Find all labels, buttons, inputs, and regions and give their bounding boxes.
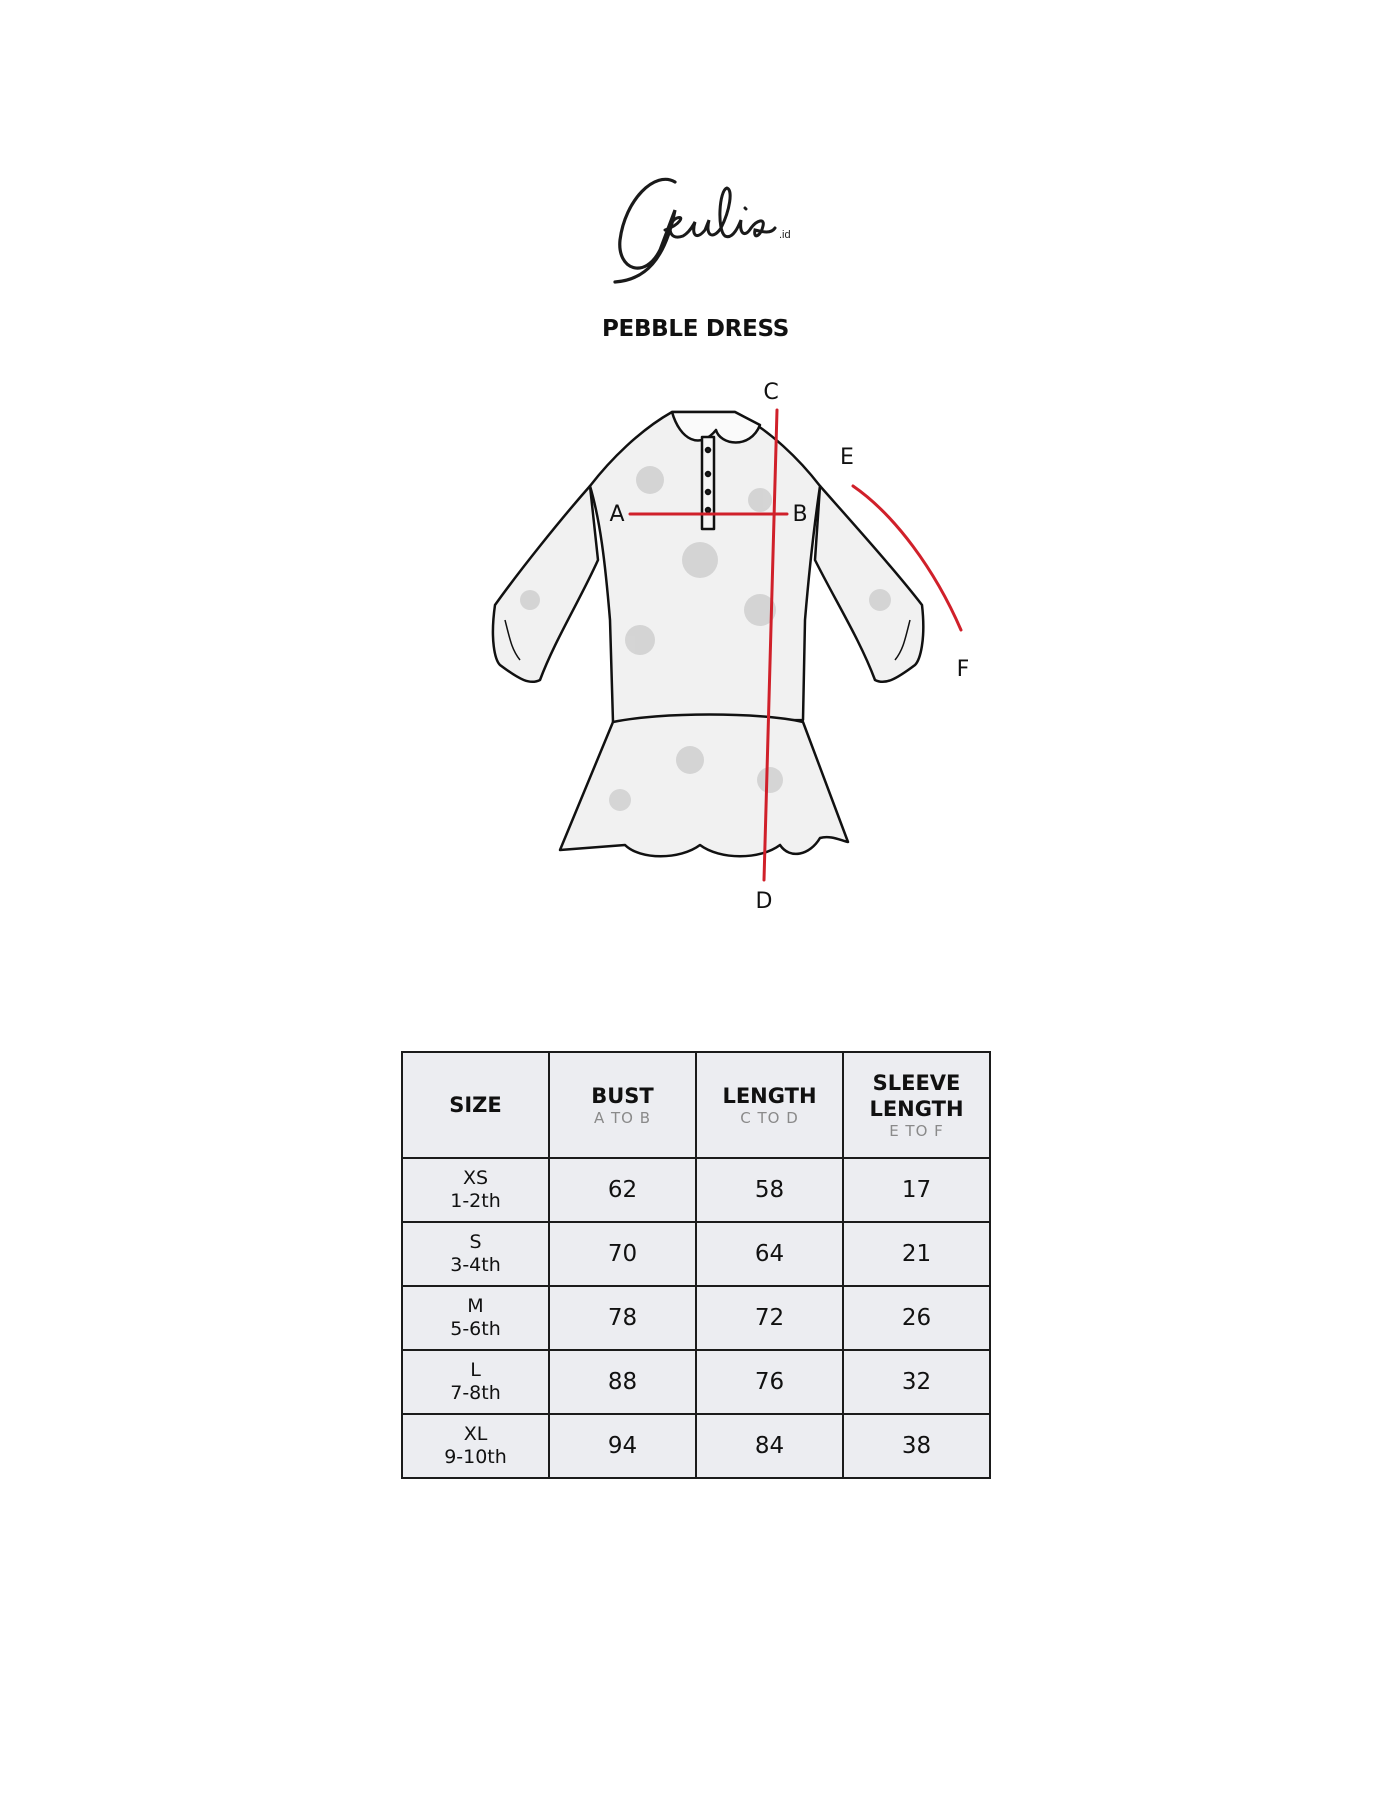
sleeve-cell: 32 <box>842 1349 991 1415</box>
length-cell: 72 <box>695 1285 844 1351</box>
dress-measurement-diagram: A B C D E F <box>491 380 970 914</box>
header-bust: BUST A TO B <box>548 1051 697 1159</box>
sleeve-cell: 21 <box>842 1221 991 1287</box>
length-cell: 76 <box>695 1349 844 1415</box>
size-cell: XL 9-10th <box>401 1413 550 1479</box>
table-row: L 7-8th 88 76 32 <box>401 1349 991 1415</box>
sleeve-cell: 38 <box>842 1413 991 1479</box>
label-e: E <box>840 445 854 470</box>
header-size: SIZE <box>401 1051 550 1159</box>
size-cell: XS 1-2th <box>401 1157 550 1223</box>
size-chart-table: SIZE BUST A TO B LENGTH C TO D SLEEVE LENG… <box>401 1051 991 1479</box>
length-cell: 64 <box>695 1221 844 1287</box>
bust-cell: 94 <box>548 1413 697 1479</box>
table-row: S 3-4th 70 64 21 <box>401 1221 991 1287</box>
table-header-row: SIZE BUST A TO B LENGTH C TO D SLEEVE LENG… <box>401 1051 991 1159</box>
label-b: B <box>792 502 807 527</box>
length-cell: 58 <box>695 1157 844 1223</box>
size-cell: M 5-6th <box>401 1285 550 1351</box>
table-row: M 5-6th 78 72 26 <box>401 1285 991 1351</box>
bust-cell: 70 <box>548 1221 697 1287</box>
measurement-lines <box>628 408 963 882</box>
bust-cell: 78 <box>548 1285 697 1351</box>
table-row: XS 1-2th 62 58 17 <box>401 1157 991 1223</box>
header-length: LENGTH C TO D <box>695 1051 844 1159</box>
length-cell: 84 <box>695 1413 844 1479</box>
header-sleeve-length: SLEEVE LENGTH E TO F <box>842 1051 991 1159</box>
sleeve-cell: 26 <box>842 1285 991 1351</box>
sleeve-cell: 17 <box>842 1157 991 1223</box>
print-pattern <box>520 466 891 811</box>
product-title: PEBBLE DRESS <box>601 316 789 342</box>
logo-suffix: .id <box>779 229 791 241</box>
label-a: A <box>609 502 624 527</box>
label-d: D <box>756 889 773 914</box>
size-cell: L 7-8th <box>401 1349 550 1415</box>
sleeve-line-e-f <box>851 484 963 632</box>
bust-cell: 88 <box>548 1349 697 1415</box>
length-line-c-d <box>762 408 779 882</box>
table-row: XL 9-10th 94 84 38 <box>401 1413 991 1479</box>
label-f: F <box>957 657 970 682</box>
bust-cell: 62 <box>548 1157 697 1223</box>
geulis-logo: .id <box>613 177 791 284</box>
size-cell: S 3-4th <box>401 1221 550 1287</box>
label-c: C <box>763 380 778 405</box>
dress-illustration <box>491 410 925 858</box>
